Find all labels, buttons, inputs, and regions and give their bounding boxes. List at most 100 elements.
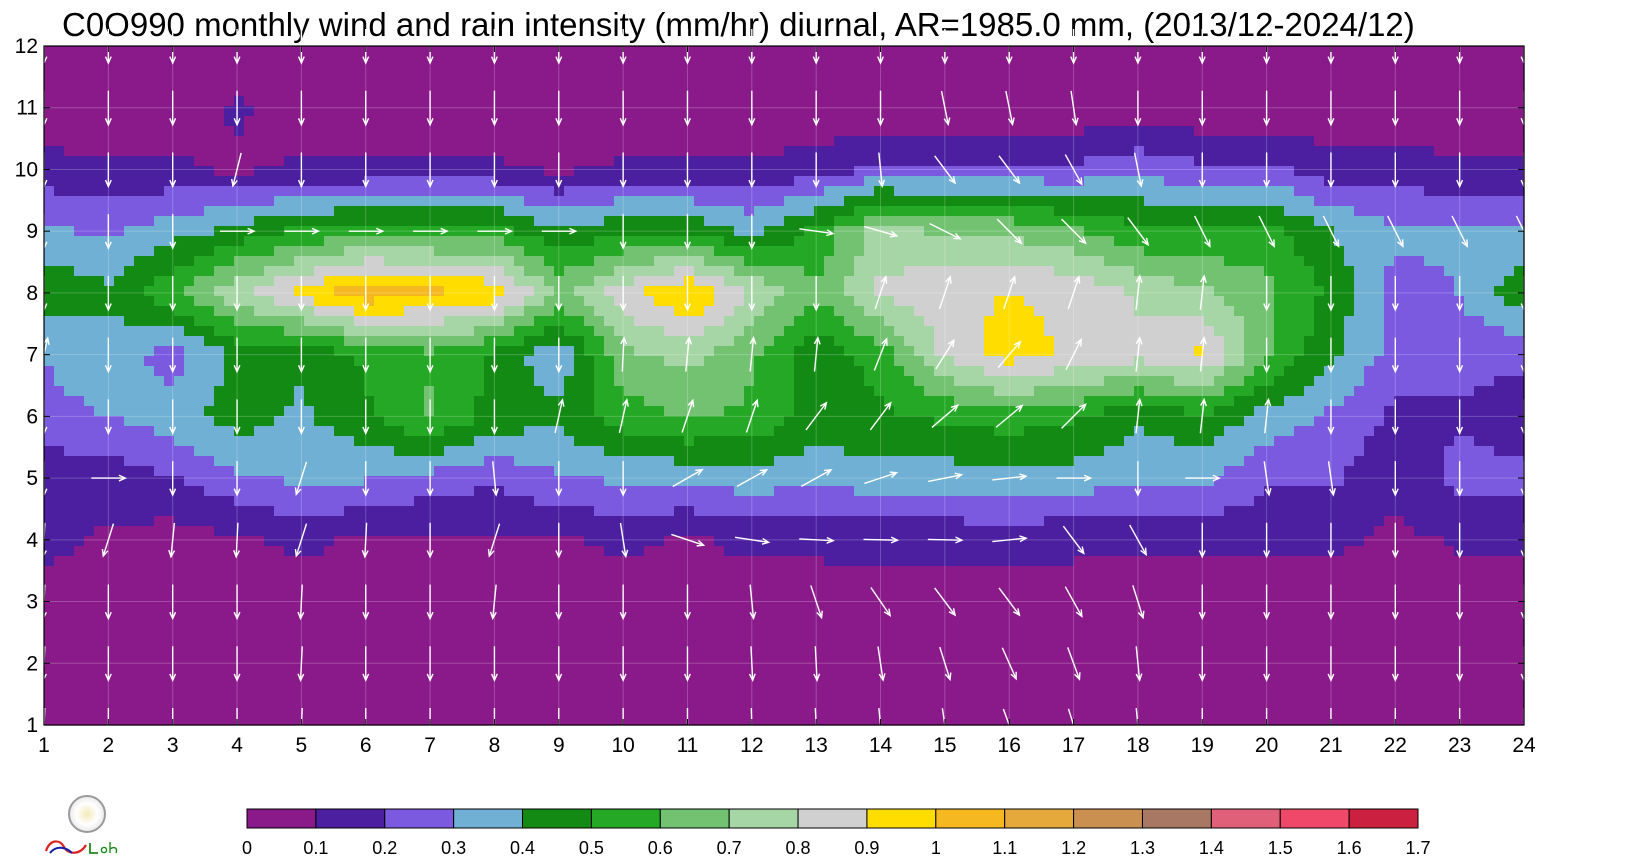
heatmap-cell bbox=[574, 236, 585, 247]
heatmap-cell bbox=[684, 206, 695, 217]
heatmap-cell bbox=[764, 316, 775, 327]
heatmap-cell bbox=[204, 96, 215, 107]
heatmap-cell bbox=[874, 186, 885, 197]
heatmap-cell bbox=[1134, 226, 1145, 237]
heatmap-cell bbox=[1324, 256, 1335, 267]
heatmap-cell bbox=[444, 146, 455, 157]
heatmap-cell bbox=[224, 366, 235, 377]
heatmap-cell bbox=[694, 156, 705, 167]
heatmap-cell bbox=[944, 206, 955, 217]
heatmap-cell bbox=[454, 316, 465, 327]
heatmap-cell bbox=[704, 336, 715, 347]
heatmap-cell bbox=[1154, 266, 1165, 277]
heatmap-cell bbox=[1364, 86, 1375, 97]
heatmap-cell bbox=[1124, 116, 1135, 127]
heatmap-cell bbox=[1234, 326, 1245, 337]
heatmap-cell bbox=[64, 336, 75, 347]
heatmap-cell bbox=[444, 176, 455, 187]
heatmap-cell bbox=[344, 276, 355, 287]
heatmap-cell bbox=[844, 146, 855, 157]
heatmap-cell bbox=[1054, 206, 1065, 217]
heatmap-cell bbox=[1304, 86, 1315, 97]
heatmap-cell bbox=[534, 166, 545, 177]
heatmap-cell bbox=[1384, 56, 1395, 67]
heatmap-cell bbox=[584, 166, 595, 177]
heatmap-cell bbox=[194, 206, 205, 217]
heatmap-cell bbox=[224, 316, 235, 327]
heatmap-cell bbox=[704, 186, 715, 197]
heatmap-cell bbox=[1034, 76, 1045, 87]
heatmap-cell bbox=[564, 326, 575, 337]
heatmap-cell bbox=[484, 156, 495, 167]
heatmap-cell bbox=[564, 216, 575, 227]
heatmap-cell bbox=[1114, 66, 1125, 77]
heatmap-cell bbox=[264, 226, 275, 237]
heatmap-cell bbox=[214, 346, 225, 357]
heatmap-cell bbox=[894, 216, 905, 227]
heatmap-cell bbox=[1294, 266, 1305, 277]
heatmap-cell bbox=[1414, 216, 1425, 227]
heatmap-cell bbox=[384, 186, 395, 197]
heatmap-cell bbox=[1444, 336, 1455, 347]
heatmap-cell bbox=[84, 356, 95, 367]
heatmap-cell bbox=[1254, 276, 1265, 287]
heatmap-cell bbox=[1234, 286, 1245, 297]
heatmap-cell bbox=[274, 136, 285, 147]
heatmap-cell bbox=[514, 46, 525, 57]
heatmap-cell bbox=[1314, 126, 1325, 137]
heatmap-cell bbox=[1104, 376, 1115, 387]
heatmap-cell bbox=[414, 196, 425, 207]
heatmap-cell bbox=[584, 56, 595, 67]
heatmap-cell bbox=[114, 116, 125, 127]
heatmap-cell bbox=[1294, 166, 1305, 177]
heatmap-cell bbox=[664, 206, 675, 217]
heatmap-cell bbox=[264, 146, 275, 157]
heatmap-cell bbox=[134, 146, 145, 157]
heatmap-cell bbox=[1314, 316, 1325, 327]
heatmap-cell bbox=[1034, 136, 1045, 147]
heatmap-cell bbox=[784, 126, 795, 137]
heatmap-cell bbox=[54, 296, 65, 307]
heatmap-cell bbox=[434, 66, 445, 77]
heatmap-cell bbox=[574, 196, 585, 207]
heatmap-cell bbox=[1364, 116, 1375, 127]
heatmap-cell bbox=[214, 156, 225, 167]
heatmap-cell bbox=[234, 306, 245, 317]
heatmap-cell bbox=[344, 116, 355, 127]
heatmap-cell bbox=[274, 126, 285, 137]
heatmap-cell bbox=[1024, 376, 1035, 387]
heatmap-cell bbox=[954, 226, 965, 237]
heatmap-cell bbox=[344, 286, 355, 297]
heatmap-cell bbox=[874, 346, 885, 357]
heatmap-cell bbox=[1414, 356, 1425, 367]
heatmap-cell bbox=[204, 336, 215, 347]
heatmap-cell bbox=[1314, 166, 1325, 177]
heatmap-cell bbox=[1434, 56, 1445, 67]
heatmap-cell bbox=[1244, 326, 1255, 337]
heatmap-cell bbox=[904, 356, 915, 367]
heatmap-cell bbox=[1324, 316, 1335, 327]
heatmap-cell bbox=[1144, 106, 1155, 117]
heatmap-cell bbox=[784, 376, 795, 387]
heatmap-cell bbox=[604, 46, 615, 57]
heatmap-cell bbox=[544, 76, 555, 87]
heatmap-cell bbox=[824, 356, 835, 367]
heatmap-cell bbox=[84, 86, 95, 97]
heatmap-cell bbox=[364, 66, 375, 77]
heatmap-cell bbox=[844, 286, 855, 297]
heatmap-cell bbox=[824, 256, 835, 267]
heatmap-cell bbox=[1164, 126, 1175, 137]
heatmap-cell bbox=[914, 186, 925, 197]
heatmap-cell bbox=[1124, 276, 1135, 287]
heatmap-cell bbox=[74, 336, 85, 347]
heatmap-cell bbox=[894, 156, 905, 167]
heatmap-cell bbox=[864, 106, 875, 117]
heatmap-cell bbox=[1404, 256, 1415, 267]
heatmap-cell bbox=[1464, 236, 1475, 247]
heatmap-cell bbox=[1124, 256, 1135, 267]
heatmap-cell bbox=[874, 166, 885, 177]
heatmap-cell bbox=[1134, 316, 1145, 327]
heatmap-cell bbox=[1314, 146, 1325, 157]
heatmap-cell bbox=[1034, 266, 1045, 277]
